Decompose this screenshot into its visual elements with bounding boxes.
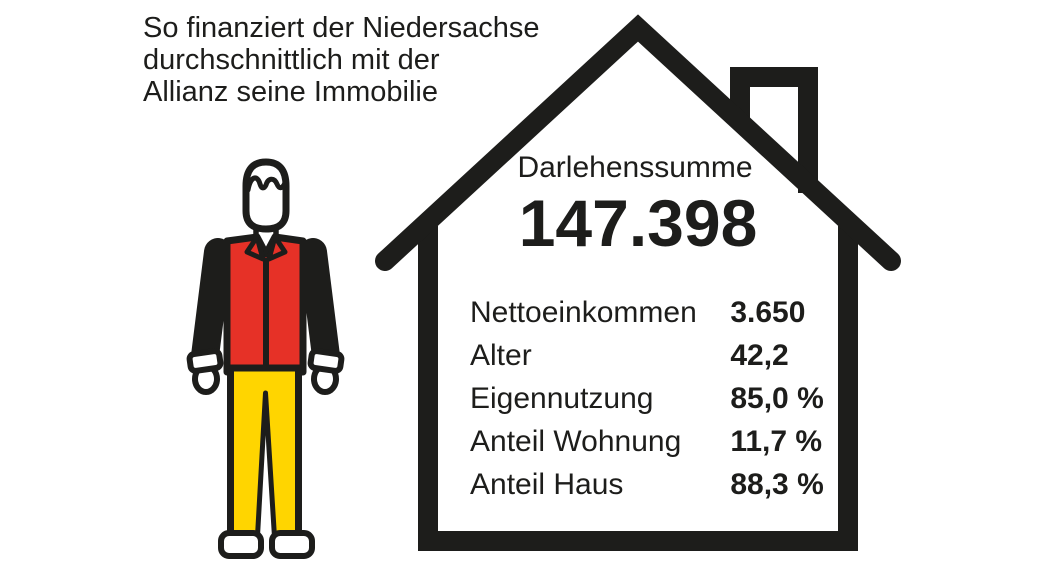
stat-label: Nettoeinkommen: [470, 296, 697, 329]
person-left-sleeve: [191, 238, 232, 370]
person-head: [242, 158, 290, 233]
person-collar-left: [244, 234, 266, 262]
stat-value: 3.650: [730, 296, 806, 329]
stat-value: 88,3 %: [730, 468, 824, 501]
person-left-shoe: [218, 530, 264, 559]
house-roof-icon: [375, 14, 901, 271]
stat-row-eigennutzung: Eigennutzung 85,0 %: [470, 377, 830, 420]
person-pants-inseam: [254, 390, 278, 546]
stats-table: Nettoeinkommen 3.650 Alter 42,2 Eigennut…: [470, 291, 830, 506]
house-walls: [418, 226, 858, 551]
stat-value: 42,2: [730, 339, 789, 372]
stat-label: Anteil Haus: [470, 468, 624, 501]
stat-value: 85,0 %: [730, 382, 824, 415]
person-icon: [186, 158, 345, 559]
person-right-sleeve: [299, 238, 340, 370]
stat-label: Alter: [470, 339, 532, 372]
loan-sum-value: 147.398: [518, 186, 758, 260]
stat-row-anteil-haus: Anteil Haus 88,3 %: [470, 463, 830, 506]
person-collar-right: [266, 234, 288, 262]
house-chimney-icon: [730, 67, 818, 193]
person-right-cuff: [307, 348, 345, 374]
title-line-2: durchschnittlich mit der: [143, 44, 440, 76]
title-line-3: Allianz seine Immobilie: [143, 76, 438, 108]
person-right-shoe: [269, 530, 315, 559]
stat-label: Anteil Wohnung: [470, 425, 682, 458]
loan-sum-label: Darlehenssumme: [517, 151, 753, 184]
stat-row-alter: Alter 42,2: [470, 334, 830, 377]
title-line-1: So finanziert der Niedersachse: [143, 12, 540, 44]
stat-row-anteil-wohnung: Anteil Wohnung 11,7 %: [470, 420, 830, 463]
infographic-title: So finanziert der Niedersachse durchschn…: [143, 12, 563, 108]
stat-label: Eigennutzung: [470, 382, 654, 415]
person-left-cuff: [186, 348, 224, 374]
stat-row-nettoeinkommen: Nettoeinkommen 3.650: [470, 291, 830, 334]
person-hair-icon: [245, 175, 287, 193]
house-icon: [375, 14, 901, 551]
stat-value: 11,7 %: [730, 425, 823, 458]
